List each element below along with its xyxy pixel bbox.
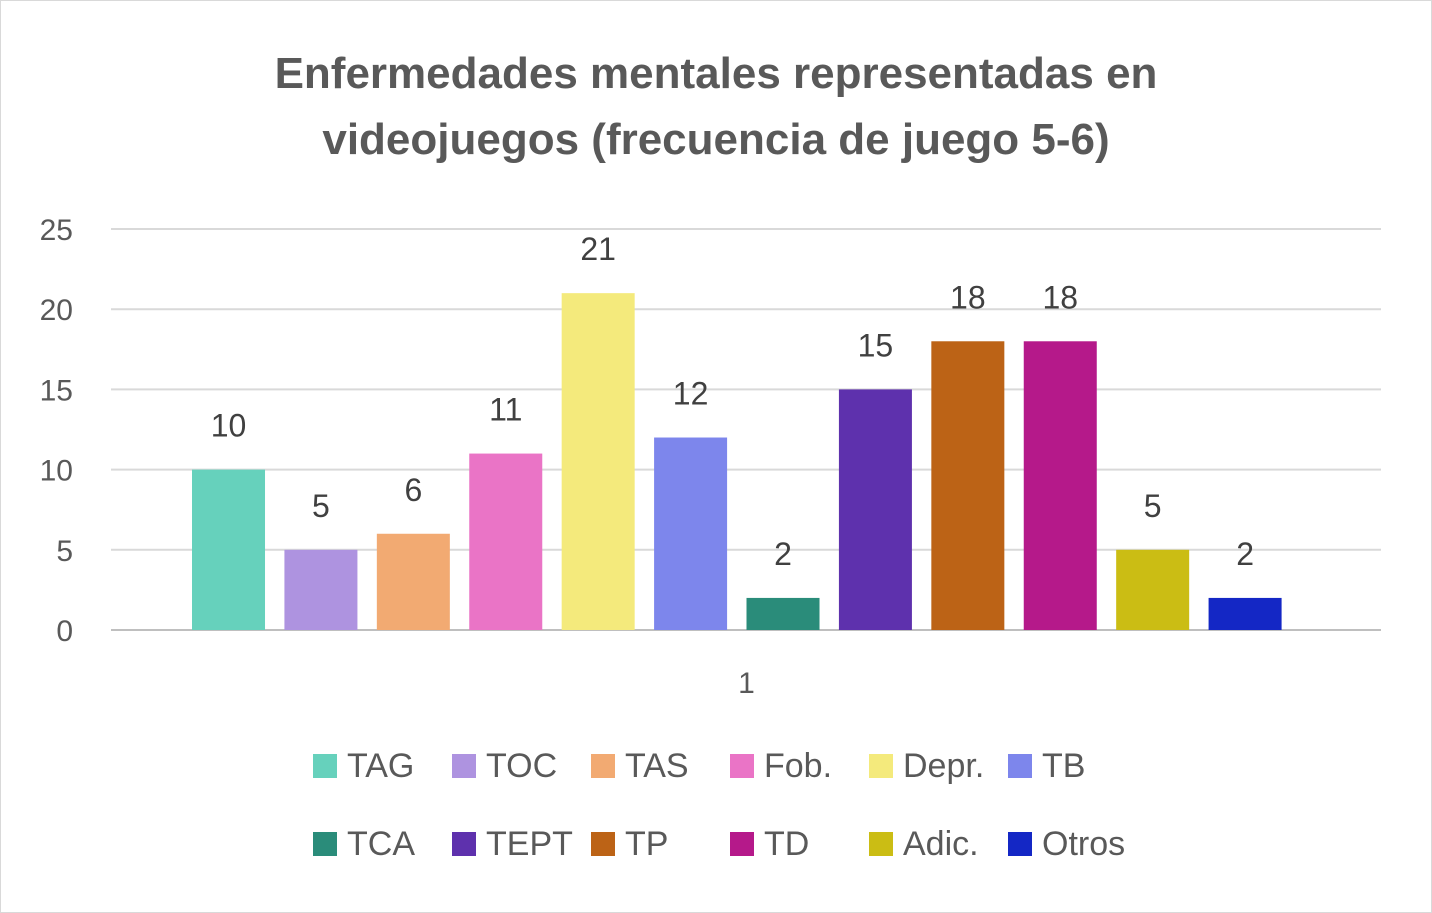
data-label: 18 <box>1042 279 1078 315</box>
legend-item: TOC <box>452 746 591 785</box>
legend-swatch <box>1008 832 1032 856</box>
chart-title: Enfermedades mentales representadas en v… <box>274 49 1158 164</box>
legend-label: TP <box>625 824 669 863</box>
bar <box>1023 341 1097 630</box>
legend-swatch <box>452 754 476 778</box>
legend-item: Fob. <box>730 746 869 785</box>
data-label: 5 <box>1144 488 1162 524</box>
bar <box>1116 549 1190 630</box>
bar <box>838 389 912 630</box>
bar <box>931 341 1005 630</box>
data-label: 15 <box>858 327 894 363</box>
legend-swatch <box>730 754 754 778</box>
legend-item: Adic. <box>869 824 1008 863</box>
bar <box>1208 597 1282 630</box>
legend-label: Adic. <box>903 824 979 863</box>
y-tick-label: 20 <box>40 294 73 327</box>
legend-swatch <box>452 832 476 856</box>
legend-swatch <box>313 832 337 856</box>
legend-label: TB <box>1042 746 1086 785</box>
legend-swatch <box>730 832 754 856</box>
data-label: 6 <box>404 472 422 508</box>
bar <box>561 293 635 630</box>
legend-label: TOC <box>486 746 558 785</box>
y-tick-label: 0 <box>56 615 73 648</box>
legend-item: TB <box>1008 746 1147 785</box>
legend-label: TAG <box>347 746 415 785</box>
data-label: 11 <box>489 392 522 428</box>
data-label: 21 <box>580 231 616 267</box>
legend-label: Otros <box>1042 824 1126 863</box>
bar <box>654 437 728 630</box>
data-label: 12 <box>673 376 709 412</box>
data-label: 18 <box>950 279 986 315</box>
legend-item: TD <box>730 824 869 863</box>
y-tick-label: 5 <box>56 535 73 568</box>
legend-item: TAG <box>313 746 452 785</box>
x-tick-label: 1 <box>738 667 755 700</box>
legend-label: TAS <box>625 746 689 785</box>
legend-label: Depr. <box>903 746 985 785</box>
legend-swatch <box>591 832 615 856</box>
legend-item: Otros <box>1008 824 1147 863</box>
y-tick-label: 15 <box>40 374 73 407</box>
legend-item: TCA <box>313 824 452 863</box>
data-label: 2 <box>774 536 792 572</box>
bar <box>192 469 266 630</box>
legend-swatch <box>591 754 615 778</box>
legend-label: TCA <box>347 824 415 863</box>
data-label: 5 <box>312 488 330 524</box>
legend: TAG TOC TAS Fob. Depr. TB TCA TEPT TP TD Adic. Otro… <box>313 746 1213 863</box>
legend-label: TEPT <box>486 824 573 863</box>
bar <box>284 549 358 630</box>
legend-swatch <box>869 832 893 856</box>
bar <box>746 597 820 630</box>
legend-swatch <box>1008 754 1032 778</box>
legend-label: Fob. <box>764 746 833 785</box>
data-label: 2 <box>1236 536 1254 572</box>
legend-label: TD <box>764 824 810 863</box>
bar <box>469 453 543 630</box>
legend-item: TP <box>591 824 730 863</box>
legend-item: TEPT <box>452 824 591 863</box>
legend-item: TAS <box>591 746 730 785</box>
legend-swatch <box>869 754 893 778</box>
y-tick-label: 10 <box>40 455 73 488</box>
legend-item: Depr. <box>869 746 1008 785</box>
data-label: 10 <box>211 408 247 444</box>
legend-swatch <box>313 754 337 778</box>
y-tick-label: 25 <box>40 214 73 247</box>
bar <box>376 533 450 630</box>
